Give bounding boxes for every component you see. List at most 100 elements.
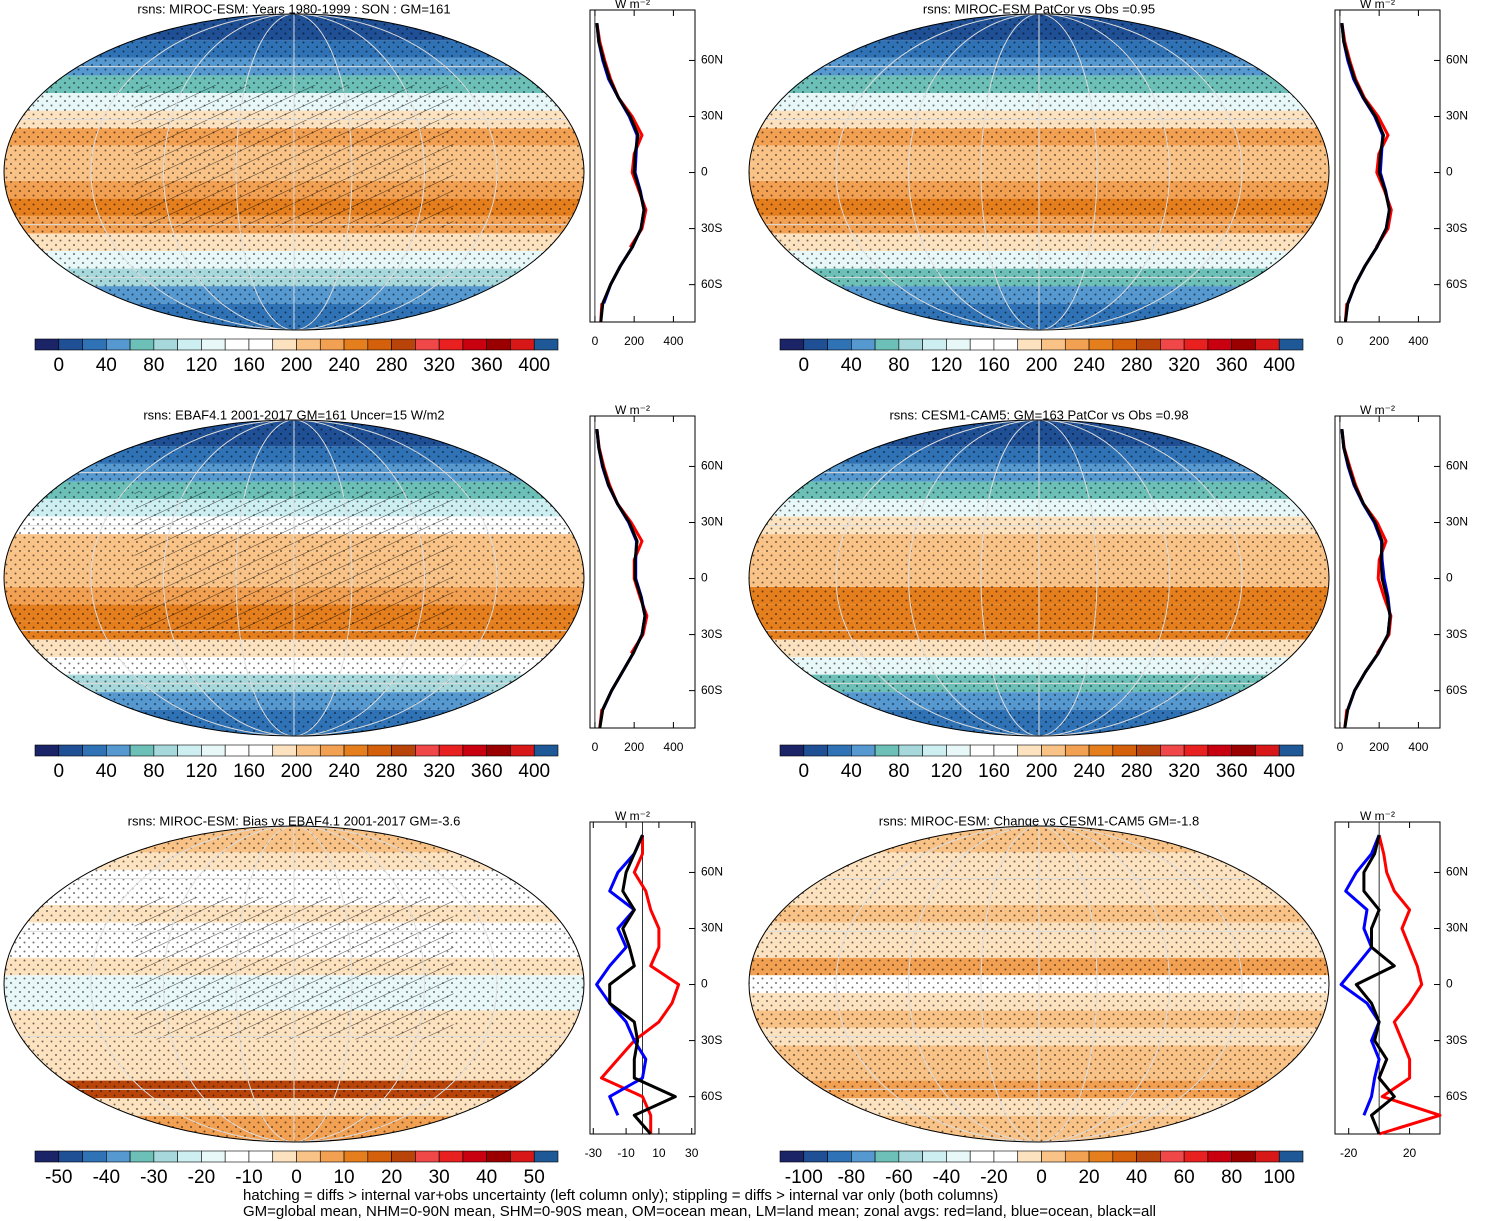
colorbar-label: 120 bbox=[186, 355, 218, 376]
colorbar-box bbox=[58, 338, 83, 351]
colorbar-box bbox=[874, 744, 900, 757]
units-label: W m⁻² bbox=[1360, 809, 1395, 823]
colorbar-box bbox=[486, 1150, 511, 1163]
panel-title: rsns: MIROC-ESM: Bias vs EBAF4.1 2001-20… bbox=[128, 813, 461, 828]
colorbar-box bbox=[106, 1150, 131, 1163]
colorbar-box bbox=[1017, 1150, 1042, 1163]
x-tick-label: 200 bbox=[624, 334, 644, 348]
colorbar-box bbox=[343, 338, 369, 351]
meridian bbox=[235, 826, 353, 1142]
colorbar-label: 320 bbox=[1168, 355, 1200, 376]
meridian bbox=[163, 826, 425, 1142]
colorbar-box bbox=[946, 338, 971, 351]
colorbar-label: 160 bbox=[233, 355, 265, 376]
colorbar-box bbox=[803, 1150, 828, 1163]
zonal-profile bbox=[1377, 834, 1442, 1136]
y-tick-label: 60S bbox=[1446, 683, 1467, 697]
colorbar-box bbox=[851, 338, 876, 351]
colorbar-box bbox=[486, 338, 511, 351]
colorbar-label: 160 bbox=[978, 355, 1010, 376]
colorbar-box bbox=[224, 338, 250, 351]
profile-frame bbox=[1334, 415, 1441, 729]
colorbar-box bbox=[827, 744, 852, 757]
units-label: W m⁻² bbox=[615, 403, 650, 417]
colorbar-box bbox=[1064, 744, 1090, 757]
colorbar-box bbox=[272, 338, 297, 351]
map-field bbox=[4, 14, 584, 330]
colorbar-box bbox=[462, 1150, 487, 1163]
zonal-profile bbox=[600, 835, 681, 1134]
colorbar-label: 240 bbox=[328, 761, 360, 782]
meridian bbox=[90, 14, 498, 330]
colorbar-box bbox=[803, 338, 828, 351]
x-tick-label: 400 bbox=[1408, 740, 1428, 754]
colorbar-box bbox=[58, 744, 83, 757]
colorbar-box bbox=[319, 338, 345, 351]
colorbar-box bbox=[510, 1150, 535, 1163]
colorbar-box bbox=[462, 744, 487, 757]
y-tick-label: 30N bbox=[701, 515, 723, 529]
colorbar-box bbox=[1160, 338, 1185, 351]
colorbar-box bbox=[391, 1150, 416, 1163]
meridian bbox=[980, 826, 1098, 1142]
colorbar-box bbox=[533, 338, 559, 351]
colorbar-box bbox=[969, 1150, 995, 1163]
colorbar-label: 0 bbox=[53, 355, 64, 376]
footer-line: GM=global mean, NHM=0-90N mean, SHM=0-90… bbox=[243, 1203, 1156, 1220]
colorbar-label: -20 bbox=[188, 1167, 215, 1188]
colorbar-box bbox=[129, 338, 155, 351]
zonal-profile bbox=[1354, 834, 1396, 1135]
colorbar-label: 280 bbox=[1121, 761, 1153, 782]
y-tick-label: 60S bbox=[701, 1089, 722, 1103]
colorbar-box bbox=[201, 744, 226, 757]
colorbar-box bbox=[1064, 338, 1090, 351]
colorbar-label: 80 bbox=[1221, 1167, 1242, 1188]
profile-frame bbox=[1334, 9, 1441, 323]
colorbar-label: 20 bbox=[381, 1167, 402, 1188]
colorbar-label: 240 bbox=[1073, 761, 1105, 782]
x-tick-label: 10 bbox=[652, 1146, 666, 1160]
colorbar-box bbox=[1231, 1150, 1256, 1163]
colorbar-box bbox=[153, 1150, 178, 1163]
colorbar-box bbox=[106, 744, 131, 757]
colorbar-box bbox=[391, 338, 416, 351]
colorbar-label: 100 bbox=[1263, 1167, 1295, 1188]
y-tick-label: 0 bbox=[701, 977, 708, 991]
profile-frame bbox=[589, 9, 696, 323]
meridian bbox=[163, 420, 425, 736]
colorbar-label: 40 bbox=[841, 355, 862, 376]
colorbar-box bbox=[129, 744, 155, 757]
map-border bbox=[748, 419, 1330, 737]
x-tick-label: -20 bbox=[1340, 1146, 1358, 1160]
colorbar-box bbox=[415, 744, 440, 757]
zonal-profile bbox=[1339, 834, 1381, 1116]
colorbar-box bbox=[486, 744, 511, 757]
zonal-profile bbox=[595, 428, 647, 729]
colorbar-box bbox=[153, 744, 178, 757]
colorbar-box bbox=[1278, 1150, 1304, 1163]
colorbar-box bbox=[993, 1150, 1019, 1163]
colorbar-box bbox=[969, 744, 995, 757]
colorbar-box bbox=[1088, 1150, 1114, 1163]
colorbar-box bbox=[272, 1150, 297, 1163]
colorbar-box bbox=[82, 744, 107, 757]
colorbar-label: 160 bbox=[978, 761, 1010, 782]
map-border bbox=[748, 13, 1330, 331]
meridian bbox=[835, 14, 1243, 330]
y-tick-label: 30S bbox=[701, 627, 722, 641]
colorbar-box bbox=[1278, 744, 1304, 757]
y-tick-label: 60S bbox=[701, 277, 722, 291]
colorbar-label: 0 bbox=[798, 761, 809, 782]
colorbar-box bbox=[533, 744, 559, 757]
y-tick-label: 60N bbox=[701, 459, 723, 473]
profile-frame bbox=[1334, 821, 1441, 1135]
colorbar-label: 80 bbox=[888, 355, 909, 376]
panel-title: rsns: EBAF4.1 2001-2017 GM=161 Uncer=15 … bbox=[143, 407, 444, 422]
meridian bbox=[908, 420, 1170, 736]
y-tick-label: 30S bbox=[1446, 627, 1467, 641]
y-tick-label: 30S bbox=[1446, 221, 1467, 235]
y-tick-label: 0 bbox=[701, 165, 708, 179]
colorbar-label: 280 bbox=[376, 761, 408, 782]
x-tick-label: 400 bbox=[663, 740, 683, 754]
colorbar-box bbox=[1136, 744, 1161, 757]
